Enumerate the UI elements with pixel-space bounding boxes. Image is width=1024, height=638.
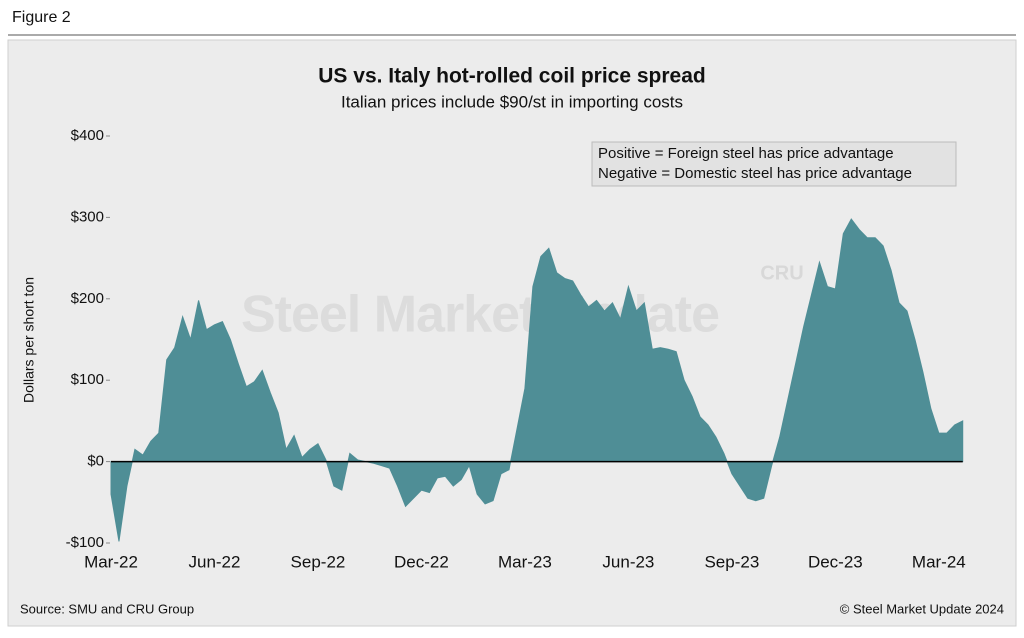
y-tick-label: $100 [71,371,104,388]
annotation: Positive = Foreign steel has price advan… [598,145,894,162]
x-tick-label: Mar-22 [84,552,138,571]
x-tick-label: Sep-23 [704,552,759,571]
y-tick-label: $200 [71,290,104,307]
x-tick-label: Dec-23 [808,552,863,571]
x-tick-label: Jun-23 [602,552,654,571]
logo: CRU [760,262,803,284]
chart-subtitle: Italian prices include $90/st in importi… [341,92,683,111]
x-tick-label: Mar-23 [498,552,552,571]
figure-label: Figure 2 [12,9,71,26]
area [110,218,964,542]
x-tick-label: Jun-22 [188,552,240,571]
y-tick-label: $300 [71,208,104,225]
y-tick-label: $0 [87,453,104,470]
y-tick-label: $400 [71,127,104,144]
source: Source: SMU and CRU Group [20,601,194,616]
x-tick-label: Dec-22 [394,552,449,571]
x-tick-label: Sep-22 [291,552,346,571]
copyright: © Steel Market Update 2024 [840,601,1004,616]
chart-title: US vs. Italy hot-rolled coil price sprea… [318,65,705,88]
annotation: Negative = Domestic steel has price adva… [598,165,912,182]
y-tick-label: -$100 [66,534,104,551]
x-tick-label: Mar-24 [912,552,966,571]
legend-box [591,141,957,187]
y-axis-label: Dollars per short ton [21,277,37,403]
